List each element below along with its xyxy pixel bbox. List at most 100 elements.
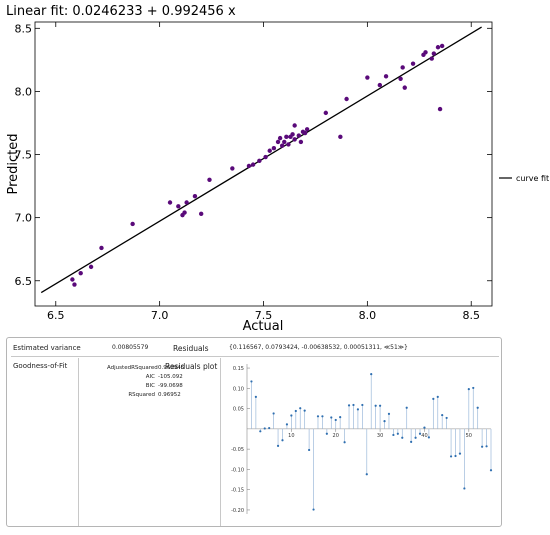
data-point	[429, 56, 434, 61]
residual-point	[436, 395, 439, 398]
residual-point	[392, 433, 395, 437]
residual-point	[250, 380, 253, 383]
data-point	[279, 143, 285, 148]
data-point	[298, 139, 304, 145]
data-point	[263, 154, 268, 160]
col-divider	[78, 358, 79, 526]
data-point	[435, 45, 441, 50]
data-point	[437, 106, 443, 112]
x-ticks: 6.5 7.0 7.5 8.0 8.5	[47, 22, 480, 322]
y-ticks: 6.5 7.0 7.5 8.0 8.5	[15, 22, 492, 288]
residual-point	[316, 415, 320, 418]
x-tick-label: 8.5	[462, 309, 480, 322]
gof-row: RSquared 0.96952	[128, 392, 181, 398]
row-divider	[11, 356, 499, 357]
data-point	[290, 132, 295, 137]
x-tick-label: 8.0	[359, 309, 377, 322]
residual-point	[472, 386, 475, 390]
data-point	[275, 139, 281, 145]
data-point	[292, 123, 297, 128]
data-point	[296, 133, 302, 138]
residual-point	[414, 436, 417, 439]
y-tick-label: 6.5	[15, 275, 33, 288]
residuals-x-tick-label: 20	[333, 433, 339, 439]
residual-point	[308, 448, 311, 452]
residual-point	[303, 409, 306, 412]
residual-point	[418, 432, 422, 435]
data-point	[383, 74, 389, 79]
residuals-y-tick-label: -0.10	[231, 467, 244, 473]
residual-point	[281, 439, 284, 442]
gof-row: BIC -99.0698	[145, 383, 183, 389]
residuals-y-tick-label: 0.05	[233, 407, 244, 413]
data-point	[277, 135, 283, 141]
data-point	[230, 166, 235, 171]
data-point	[72, 282, 77, 287]
residual-point	[410, 440, 413, 443]
residual-point	[263, 427, 266, 430]
data-point	[182, 210, 187, 215]
residual-point	[441, 413, 444, 417]
residuals-stems	[250, 373, 493, 511]
residual-point	[343, 441, 346, 444]
est-var-label: Estimated variance	[13, 344, 81, 352]
data-points	[70, 43, 445, 287]
residual-point	[432, 397, 435, 400]
data-point	[70, 277, 75, 282]
residual-point	[387, 412, 391, 415]
residual-point	[370, 373, 373, 376]
data-point	[284, 134, 289, 140]
residuals-x-ticks: 10 20 30 40 50	[288, 428, 472, 439]
data-point	[167, 200, 173, 205]
data-point	[377, 82, 383, 88]
y-tick-label: 8.0	[15, 85, 33, 98]
residuals-label: Residuals	[173, 344, 209, 353]
residuals-y-tick-label: -0.05	[231, 447, 244, 453]
residual-point	[481, 445, 484, 448]
residual-point	[330, 416, 333, 419]
legend-label: curve fit	[516, 174, 549, 183]
data-point	[176, 204, 181, 209]
data-point	[439, 43, 445, 49]
data-point	[400, 65, 405, 70]
data-point	[398, 76, 403, 82]
data-point	[410, 61, 416, 66]
data-point	[431, 51, 437, 56]
residual-point	[458, 452, 462, 455]
residual-point	[396, 432, 399, 435]
data-point	[302, 130, 308, 136]
residual-point	[254, 395, 257, 398]
y-axis-label: Predicted	[6, 133, 21, 194]
residual-point	[445, 416, 448, 420]
fit-stats-panel: Estimated variance 0.00805579 Residuals …	[6, 337, 502, 527]
residual-point	[325, 432, 328, 435]
residual-point	[476, 406, 479, 409]
y-tick-label: 7.5	[15, 149, 33, 162]
residual-point	[352, 403, 355, 407]
fit-scatter-chart: 6.5 7.0 7.5 8.0 8.5 6.5 7.0 7.5 8.0 8.5 Actual P…	[6, 21, 549, 334]
x-tick-label: 6.5	[47, 309, 65, 322]
fit-line	[40, 26, 482, 294]
residual-point	[427, 436, 430, 439]
residual-point	[463, 487, 466, 490]
residual-point	[383, 420, 386, 423]
residuals-y-tick-label: -0.15	[231, 488, 244, 494]
data-point	[88, 264, 94, 270]
residual-point	[312, 508, 315, 511]
residual-point	[294, 409, 297, 413]
residuals-y-ticks: 0.15 0.10 0.05 -0.05 -0.10 -0.15 -0.20	[231, 366, 250, 514]
col-divider	[220, 358, 221, 526]
residuals-y-tick-label: 0.15	[233, 366, 244, 372]
y-tick-label: 7.0	[15, 212, 33, 225]
residual-point	[454, 454, 457, 458]
residual-point	[347, 404, 351, 407]
data-point	[130, 221, 135, 227]
data-point	[402, 85, 407, 90]
data-point	[267, 148, 272, 153]
residuals-x-tick-label: 10	[288, 433, 294, 439]
data-point	[271, 146, 277, 151]
resid-plot-label: Residuals plot	[165, 362, 218, 371]
residual-point	[449, 455, 453, 458]
residual-point	[339, 416, 342, 419]
residual-point	[485, 445, 488, 448]
